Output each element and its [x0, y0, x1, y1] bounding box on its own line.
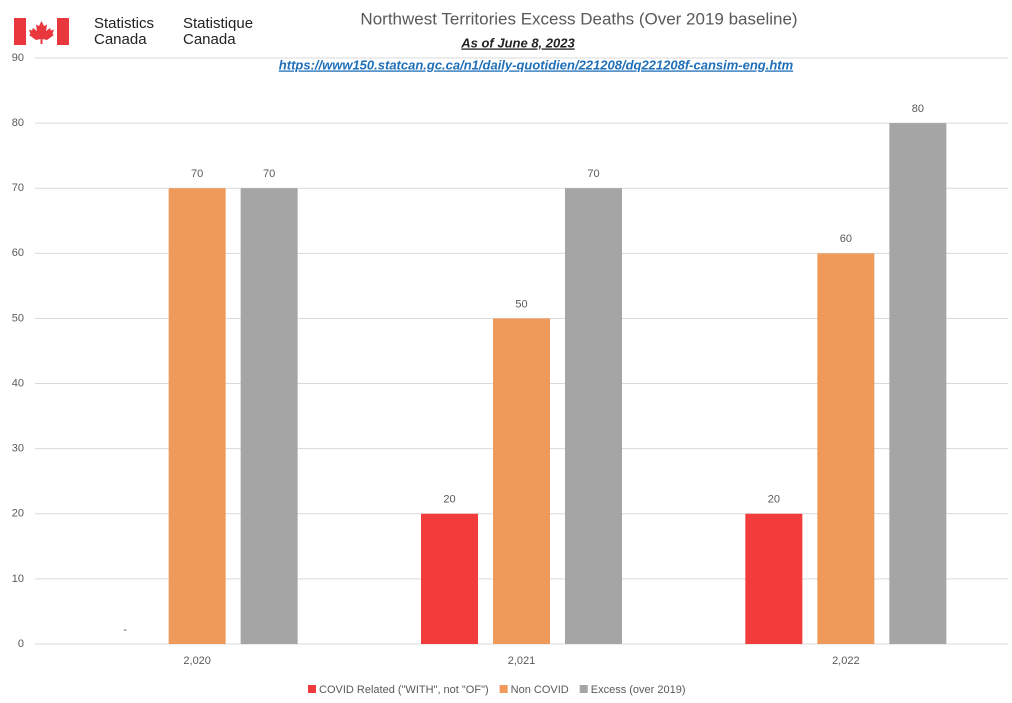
y-tick-label: 40 [12, 377, 24, 389]
y-tick-label: 50 [12, 312, 24, 324]
flag-band [57, 18, 69, 45]
y-tick-label: 70 [12, 182, 24, 194]
y-tick-label: 30 [12, 443, 24, 455]
legend-swatch [579, 685, 588, 693]
y-tick-label: 20 [12, 508, 24, 520]
data-label: 70 [191, 168, 203, 180]
bar [745, 513, 803, 644]
y-tick-label: 60 [12, 247, 24, 259]
brand-en-line: Statistics [94, 15, 154, 32]
legend-swatch [499, 685, 508, 693]
x-tick-label: 2,021 [508, 655, 536, 667]
legend-label: Non COVID [511, 684, 569, 696]
bar [565, 188, 622, 644]
brand-fr-line: Statistique [183, 15, 253, 32]
bar [889, 123, 947, 645]
data-label: 80 [912, 103, 924, 115]
x-tick-label: 2,022 [832, 655, 860, 667]
brand-en-line: Canada [94, 31, 147, 48]
data-label: 20 [768, 494, 780, 506]
y-tick-label: 0 [18, 638, 24, 650]
data-label: - [123, 624, 127, 636]
chart-subtitle: As of June 8, 2023 [460, 35, 575, 50]
data-label: 70 [263, 168, 275, 180]
bar [493, 318, 550, 644]
bar [421, 513, 478, 644]
data-label: 20 [443, 494, 455, 506]
bar [168, 188, 226, 644]
x-tick-label: 2,020 [183, 655, 211, 667]
logo [14, 18, 69, 45]
flag-band [14, 18, 26, 45]
y-tick-label: 10 [12, 573, 24, 585]
legend-label: COVID Related ("WITH", not "OF") [319, 684, 489, 696]
y-tick-label: 90 [12, 52, 24, 64]
maple-leaf [29, 21, 54, 44]
data-label: 50 [515, 298, 527, 310]
legend-swatch [308, 685, 316, 693]
bar [240, 188, 298, 644]
bar [817, 253, 875, 645]
source-link[interactable]: https://www150.statcan.gc.ca/n1/daily-qu… [279, 57, 794, 72]
data-label: 60 [840, 233, 852, 245]
legend-label: Excess (over 2019) [591, 684, 686, 696]
y-tick-label: 80 [12, 117, 24, 129]
chart-title: Northwest Territories Excess Deaths (Ove… [360, 9, 797, 28]
data-label: 70 [587, 168, 599, 180]
brand-fr-line: Canada [183, 31, 236, 48]
